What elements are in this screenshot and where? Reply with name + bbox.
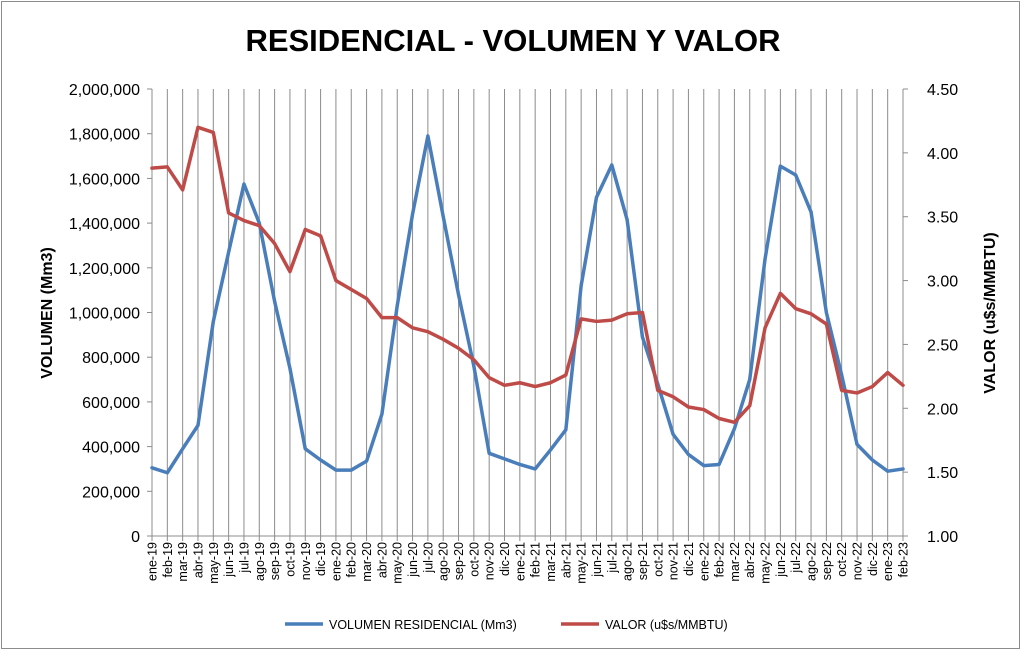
x-tick-label: ago-21 <box>621 542 635 581</box>
x-tick-label: may-20 <box>391 542 405 584</box>
left-tick-label: 2,000,000 <box>69 82 140 99</box>
x-tick-label: mar-21 <box>544 542 558 582</box>
left-tick-label: 1,600,000 <box>69 171 140 188</box>
y-axis-left-label: VOLUMEN (Mm3) <box>39 247 56 379</box>
series-line-2 <box>150 125 905 425</box>
x-tick-label: ene-20 <box>329 542 343 581</box>
x-tick-label: jul-20 <box>421 542 435 574</box>
left-tick-label: 600,000 <box>82 395 140 412</box>
x-tick-label: abr-21 <box>559 542 573 578</box>
right-tick-label: 3.50 <box>927 210 958 227</box>
x-tick-label: dic-21 <box>682 542 696 576</box>
x-tick-label: feb-20 <box>345 542 359 577</box>
x-tick-label: oct-21 <box>651 542 665 577</box>
left-tick-label: 1,000,000 <box>69 306 140 323</box>
x-tick-label: jul-22 <box>789 542 803 574</box>
x-tick-label: may-21 <box>575 542 589 584</box>
x-tick-label: nov-20 <box>483 542 497 580</box>
x-tick-label: feb-21 <box>529 542 543 577</box>
x-tick-label: sep-20 <box>452 542 466 580</box>
x-tick-label: nov-22 <box>851 542 865 580</box>
x-tick-label: ene-23 <box>881 542 895 581</box>
x-tick-label: ene-21 <box>513 542 527 581</box>
x-tick-label: ago-22 <box>805 542 819 581</box>
left-tick-label: 0 <box>131 529 140 546</box>
x-tick-label: mar-20 <box>360 542 374 582</box>
x-tick-label: abr-22 <box>743 542 757 578</box>
series-line-1 <box>150 134 905 475</box>
x-tick-label: jul-19 <box>237 542 251 574</box>
x-tick-label: feb-23 <box>897 542 911 577</box>
x-tick-label: ago-20 <box>437 542 451 581</box>
y-axis-right-label: VALOR (u$s/MMBTU) <box>982 232 999 393</box>
x-tick-label: sep-22 <box>820 542 834 580</box>
legend: VOLUMEN RESIDENCIAL (Mm3) VALOR (u$s/MMBT… <box>285 618 728 632</box>
x-tick-label: mar-19 <box>176 542 190 582</box>
x-tick-label: dic-20 <box>498 542 512 576</box>
x-tick-label: jun-20 <box>406 542 420 578</box>
axes <box>151 89 904 537</box>
x-tick-label: dic-22 <box>866 542 880 576</box>
right-tick-label: 4.00 <box>927 146 958 163</box>
x-tick-label: oct-19 <box>283 542 297 577</box>
x-tick-label: jun-21 <box>590 542 604 578</box>
x-tick-label: ene-19 <box>146 542 160 581</box>
legend-label-1: VOLUMEN RESIDENCIAL (Mm3) <box>329 618 517 632</box>
left-tick-label: 1,400,000 <box>69 216 140 233</box>
x-tick-label: mar-22 <box>728 542 742 582</box>
left-tick-label: 200,000 <box>82 484 140 501</box>
x-tick-label: feb-22 <box>713 542 727 577</box>
right-axis-ticks: 1.00 1.50 2.00 2.50 3.00 3.50 4.00 4.50 <box>903 82 958 546</box>
x-tick-label: ene-22 <box>697 542 711 581</box>
x-tick-label: sep-19 <box>268 542 282 580</box>
x-tick-label: jun-19 <box>222 542 236 578</box>
x-tick-label: may-19 <box>207 542 221 584</box>
x-tick-label: nov-19 <box>299 542 313 580</box>
x-tick-label: abr-19 <box>191 542 205 578</box>
x-tick-label: oct-22 <box>835 542 849 577</box>
left-tick-label: 1,800,000 <box>69 127 140 144</box>
left-tick-label: 400,000 <box>82 440 140 457</box>
x-tick-label: nov-21 <box>667 542 681 580</box>
legend-label-2: VALOR (u$s/MMBTU) <box>605 618 728 632</box>
x-tick-label: ago-19 <box>253 542 267 581</box>
x-tick-label: sep-21 <box>636 542 650 580</box>
x-tick-label: dic-19 <box>314 542 328 576</box>
x-tick-label: may-22 <box>759 542 773 584</box>
right-tick-label: 4.50 <box>927 82 958 99</box>
left-tick-label: 1,200,000 <box>69 261 140 278</box>
x-tick-label: jul-21 <box>605 542 619 574</box>
x-tick-label: abr-20 <box>375 542 389 578</box>
right-tick-label: 3.00 <box>927 274 958 291</box>
right-tick-label: 2.50 <box>927 337 958 354</box>
left-tick-label: 800,000 <box>82 350 140 367</box>
chart-title: RESIDENCIAL - VOLUMEN Y VALOR <box>245 23 780 58</box>
x-tick-label: feb-19 <box>161 542 175 577</box>
x-axis-ticks: ene-19 feb-19 mar-19 abr-19 may-19 jun-19 jul-… <box>146 536 911 584</box>
right-tick-label: 1.00 <box>927 529 958 546</box>
right-tick-label: 2.00 <box>927 401 958 418</box>
x-tick-label: jun-22 <box>774 542 788 578</box>
x-tick-label: oct-20 <box>467 542 481 577</box>
left-axis-ticks: 0 200,000 400,000 600,000 800,000 1,000,000 1,… <box>69 82 152 546</box>
right-tick-label: 1.50 <box>927 465 958 482</box>
series-group <box>150 125 905 475</box>
